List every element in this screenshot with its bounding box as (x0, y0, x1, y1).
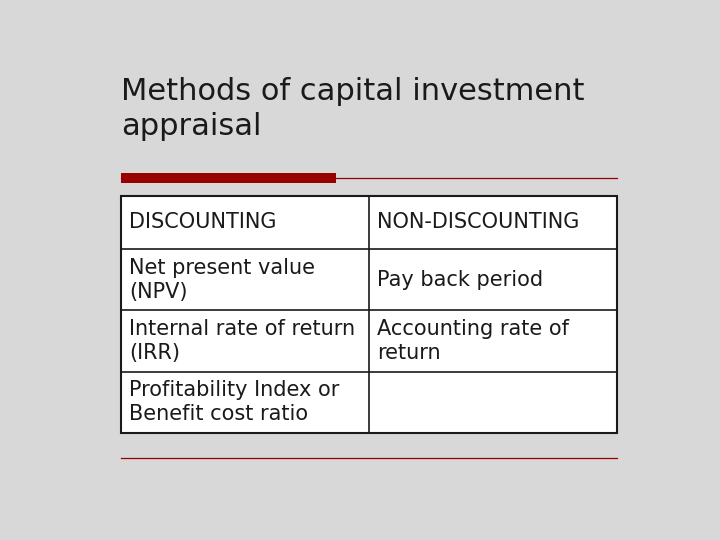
Text: Profitability Index or
Benefit cost ratio: Profitability Index or Benefit cost rati… (129, 380, 339, 424)
Text: Net present value
(NPV): Net present value (NPV) (129, 258, 315, 302)
Text: Accounting rate of
return: Accounting rate of return (377, 319, 570, 363)
Text: Internal rate of return
(IRR): Internal rate of return (IRR) (129, 319, 355, 363)
Text: NON-DISCOUNTING: NON-DISCOUNTING (377, 212, 580, 232)
Text: Methods of capital investment
appraisal: Methods of capital investment appraisal (121, 77, 584, 141)
Text: Pay back period: Pay back period (377, 269, 544, 290)
FancyBboxPatch shape (121, 173, 336, 183)
Text: DISCOUNTING: DISCOUNTING (129, 212, 276, 232)
FancyBboxPatch shape (121, 196, 617, 433)
